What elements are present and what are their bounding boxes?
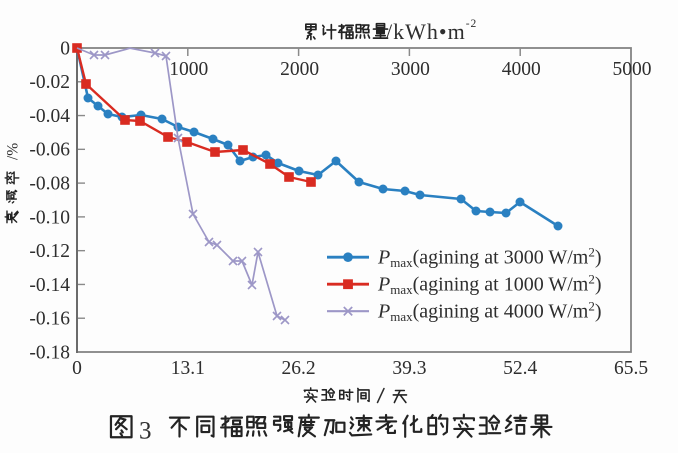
svg-text:3: 3 <box>139 418 152 445</box>
svg-text:-0.14: -0.14 <box>29 275 70 296</box>
svg-text:-0.04: -0.04 <box>29 106 70 127</box>
svg-text:-0.02: -0.02 <box>29 72 70 93</box>
svg-text:52.4: 52.4 <box>503 358 537 379</box>
svg-text:65.5: 65.5 <box>614 358 648 379</box>
svg-text:/%: /% <box>5 143 22 160</box>
svg-text:39.3: 39.3 <box>392 358 426 379</box>
svg-text:-0.10: -0.10 <box>29 207 70 228</box>
svg-text:1000: 1000 <box>169 59 208 80</box>
svg-text:5000: 5000 <box>613 59 652 80</box>
svg-text:Pmax(agining at 3000 W/m2): Pmax(agining at 3000 W/m2) <box>377 245 602 271</box>
svg-text:-0.18: -0.18 <box>29 342 70 363</box>
svg-text:13.1: 13.1 <box>171 358 205 379</box>
svg-text:Pmax(agining at 4000 W/m2): Pmax(agining at 4000 W/m2) <box>377 299 602 325</box>
svg-text:0: 0 <box>60 38 70 59</box>
svg-text:-0.16: -0.16 <box>29 309 70 330</box>
svg-text:-0.06: -0.06 <box>29 140 70 161</box>
svg-text:3000: 3000 <box>391 59 430 80</box>
svg-text:4000: 4000 <box>502 59 541 80</box>
svg-text:-0.08: -0.08 <box>29 174 70 195</box>
svg-text:Pmax(agining at 1000 W/m2): Pmax(agining at 1000 W/m2) <box>377 272 602 298</box>
svg-text:26.2: 26.2 <box>282 358 316 379</box>
svg-text:-0.12: -0.12 <box>29 241 70 262</box>
svg-text:2000: 2000 <box>280 59 319 80</box>
svg-text:0: 0 <box>72 358 82 379</box>
svg-text:/kWh•m-2: /kWh•m-2 <box>386 18 477 44</box>
